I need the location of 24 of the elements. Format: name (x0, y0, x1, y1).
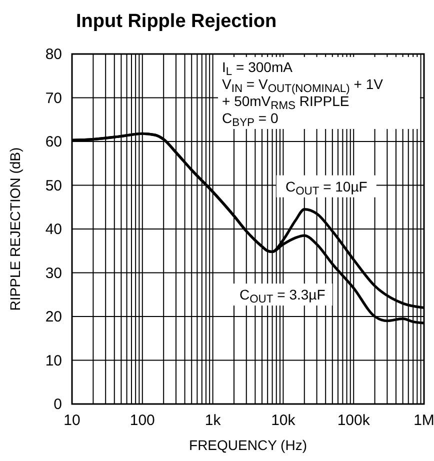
y-tick-label: 10 (45, 352, 62, 370)
annotation: C$_{BYP}$ = 0 (222, 110, 278, 129)
y-tick-label: 20 (45, 308, 62, 326)
y-tick-label: 0 (54, 396, 62, 413)
y-axis-title: RIPPLE REJECTION (dB) (7, 147, 23, 311)
x-tick-label: 10k (271, 412, 296, 429)
annotation: + 50mV$_{RMS}$ RIPPLE (222, 93, 350, 112)
y-tick-label: 30 (45, 264, 62, 282)
x-tick-label: 10 (64, 412, 80, 429)
chart-title: Input Ripple Rejection (76, 11, 277, 32)
y-tick-label: 50 (45, 177, 62, 194)
y-tick-label: 80 (45, 46, 62, 63)
x-tick-label: 1k (204, 412, 222, 429)
series-label: C$_{OUT}$ = 3.3µF (239, 286, 326, 306)
y-tick-label: 70 (45, 90, 62, 107)
x-tick-label: 1M (414, 412, 434, 429)
annotation: V$_{IN}$ = V$_{OUT(NOMINAL)}$ + 1V (222, 76, 384, 95)
x-tick-label: 100 (130, 412, 155, 429)
annotation: I$_{L}$ = 300mA (222, 59, 294, 78)
x-tick-label: 100k (337, 412, 370, 429)
series-label: C$_{OUT}$ = 10µF (285, 178, 368, 198)
x-axis-title: FREQUENCY (Hz) (189, 437, 307, 453)
y-tick-label: 60 (45, 134, 62, 150)
y-tick-label: 40 (45, 221, 62, 238)
